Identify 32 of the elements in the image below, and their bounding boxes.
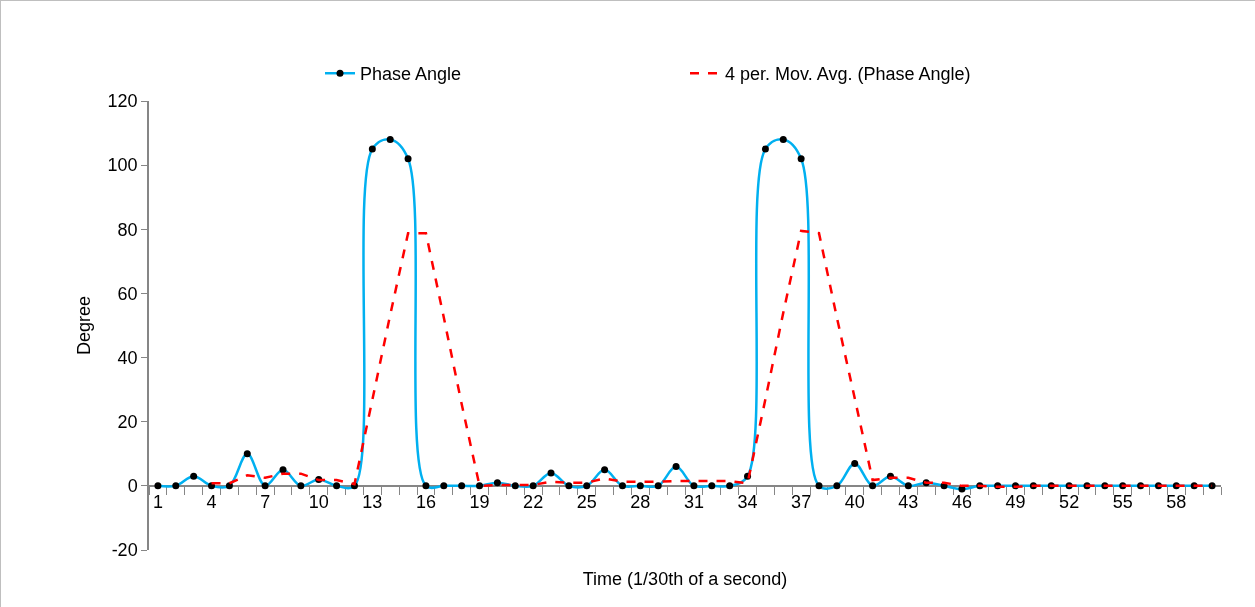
y-tick-label: 0	[127, 476, 138, 497]
y-tick-label: 60	[117, 283, 138, 304]
x-tick-label: 58	[1166, 492, 1187, 513]
y-tick-label: -20	[111, 540, 138, 561]
legend-label: 4 per. Mov. Avg. (Phase Angle)	[725, 64, 971, 85]
x-tick-label: 4	[206, 492, 217, 513]
x-tick-label: 22	[523, 492, 544, 513]
y-tick-label: 100	[107, 155, 138, 176]
x-tick-label: 55	[1112, 492, 1133, 513]
y-tick-label: 40	[117, 347, 138, 368]
x-tick-label: 7	[260, 492, 271, 513]
x-tick-label: 40	[844, 492, 865, 513]
x-tick-label: 52	[1059, 492, 1080, 513]
x-tick-label: 25	[576, 492, 597, 513]
x-tick-label: 10	[308, 492, 329, 513]
x-tick-label: 43	[898, 492, 919, 513]
x-tick-label: 49	[1005, 492, 1026, 513]
x-tick-label: 1	[152, 492, 163, 513]
y-axis-title: Degree	[74, 295, 95, 356]
x-axis-title: Time (1/30th of a second)	[582, 568, 788, 589]
x-tick-label: 46	[951, 492, 972, 513]
legend-label: Phase Angle	[360, 64, 462, 85]
y-tick-label: 80	[117, 219, 138, 240]
x-tick-label: 37	[791, 492, 812, 513]
x-tick-label: 28	[630, 492, 651, 513]
x-tick-label: 16	[415, 492, 436, 513]
x-tick-label: 34	[737, 492, 758, 513]
x-tick-label: 13	[362, 492, 383, 513]
y-tick-label: 20	[117, 412, 138, 433]
x-tick-label: 31	[683, 492, 704, 513]
x-tick-label: 19	[469, 492, 490, 513]
y-tick-label: 120	[107, 91, 138, 112]
